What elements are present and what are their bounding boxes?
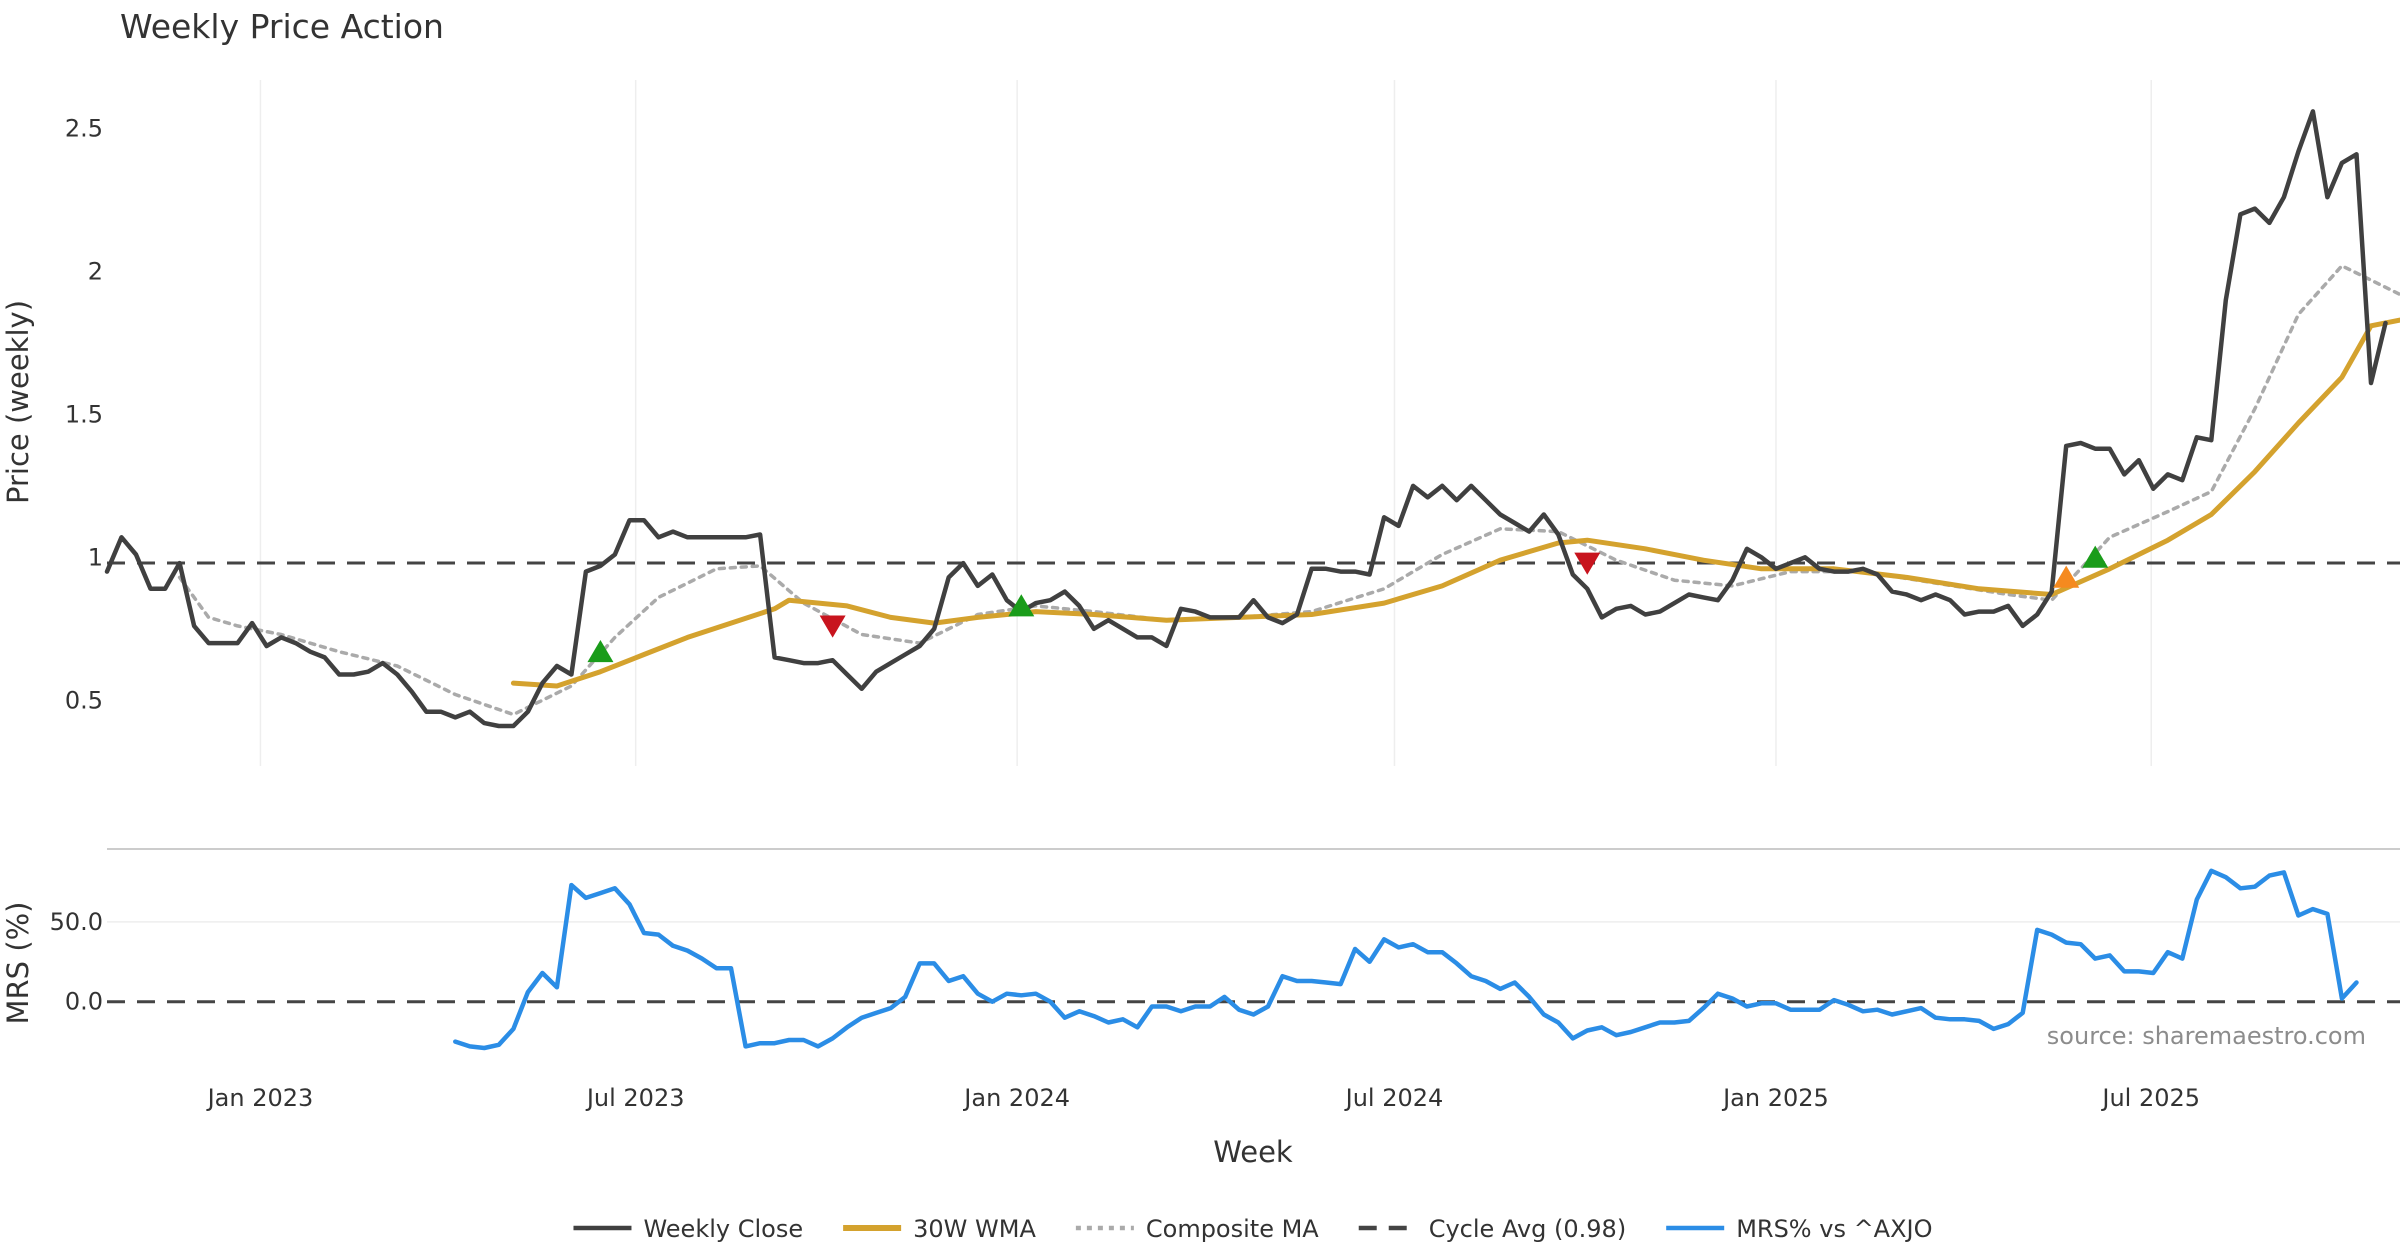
mrs-y-tick: 50.0 bbox=[50, 908, 103, 936]
legend-item-composite: Composite MA bbox=[1075, 1215, 1319, 1243]
price-y-tick: 1.5 bbox=[65, 400, 103, 428]
price-panel: 0.5 1 1.5 2 2.5 Price (weekly) bbox=[1, 80, 2400, 766]
legend-label: Composite MA bbox=[1146, 1215, 1319, 1243]
x-tick-label: Jan 2023 bbox=[206, 1084, 314, 1112]
price-y-tick: 0.5 bbox=[65, 686, 103, 714]
price-y-ticks: 0.5 1 1.5 2 2.5 bbox=[65, 115, 103, 715]
wma-line bbox=[510, 317, 2400, 689]
legend: Weekly Close 30W WMA Composite MA Cycle Avg… bbox=[573, 1215, 1933, 1243]
x-tick-label: Jan 2025 bbox=[1721, 1084, 1829, 1112]
x-tick-label: Jul 2024 bbox=[1344, 1084, 1444, 1112]
mrs-y-label: MRS (%) bbox=[1, 902, 35, 1025]
mrs-panel: 0.0 50.0 MRS (%) source: sharemaestro.com bbox=[1, 868, 2400, 1051]
legend-item-cycle: Cycle Avg (0.98) bbox=[1358, 1215, 1626, 1243]
legend-label: MRS% vs ^AXJO bbox=[1736, 1215, 1932, 1243]
price-y-tick: 2 bbox=[88, 258, 103, 286]
buy-signal-marker bbox=[587, 639, 614, 663]
legend-label: 30W WMA bbox=[913, 1215, 1036, 1243]
price-y-label: Price (weekly) bbox=[1, 300, 35, 504]
signal-markers bbox=[587, 545, 2109, 663]
watch-signal-marker bbox=[2053, 565, 2080, 588]
x-axis-label: Week bbox=[1213, 1135, 1293, 1169]
source-note: source: sharemaestro.com bbox=[2047, 1022, 2366, 1050]
mrs-y-tick: 0.0 bbox=[65, 988, 103, 1016]
mrs-line bbox=[453, 868, 2359, 1051]
price-y-tick: 1 bbox=[88, 543, 103, 571]
buy-signal-marker bbox=[2082, 545, 2109, 568]
weekly-close-line bbox=[104, 109, 2388, 729]
price-gridlines bbox=[259, 80, 2152, 766]
sell-signal-marker bbox=[1574, 552, 1601, 575]
x-tick-label: Jul 2023 bbox=[585, 1084, 685, 1112]
legend-label: Cycle Avg (0.98) bbox=[1429, 1215, 1626, 1243]
x-axis-ticks: Jan 2023 Jul 2023 Jan 2024 Jul 2024 Jan 2025… bbox=[206, 1084, 2200, 1112]
x-tick-label: Jan 2024 bbox=[962, 1084, 1070, 1112]
legend-item-wma: 30W WMA bbox=[843, 1215, 1036, 1243]
legend-item-mrs: MRS% vs ^AXJO bbox=[1666, 1215, 1933, 1243]
price-y-tick: 2.5 bbox=[65, 115, 103, 143]
legend-label: Weekly Close bbox=[643, 1215, 803, 1243]
sell-signal-marker bbox=[819, 615, 846, 638]
x-tick-label: Jul 2025 bbox=[2100, 1084, 2200, 1112]
chart-title: Weekly Price Action bbox=[120, 7, 444, 46]
mrs-y-ticks: 0.0 50.0 bbox=[50, 908, 103, 1016]
buy-signal-marker bbox=[1008, 594, 1035, 617]
legend-item-close: Weekly Close bbox=[573, 1215, 803, 1243]
